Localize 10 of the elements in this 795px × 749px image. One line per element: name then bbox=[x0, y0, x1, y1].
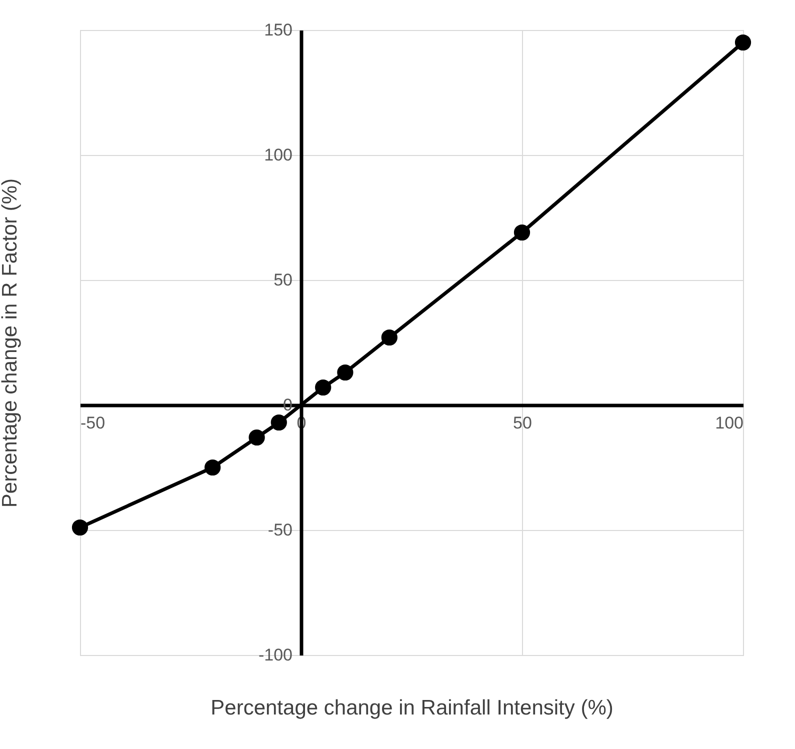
x-tick-label: -50 bbox=[80, 414, 106, 432]
y-axis-title: Percentage change in R Factor (%) bbox=[0, 178, 22, 508]
y-tick-label: 100 bbox=[264, 146, 292, 164]
y-tick-label: -50 bbox=[268, 520, 292, 540]
x-axis-title: Percentage change in Rainfall Intensity (%) bbox=[210, 696, 614, 720]
y-tick-label: 150 bbox=[264, 20, 292, 40]
x-tick-label: 100 bbox=[715, 414, 744, 432]
x-tick-label: 50 bbox=[513, 414, 532, 432]
y-tick-label: 50 bbox=[274, 270, 292, 290]
y-tick-label: -100 bbox=[258, 646, 292, 664]
